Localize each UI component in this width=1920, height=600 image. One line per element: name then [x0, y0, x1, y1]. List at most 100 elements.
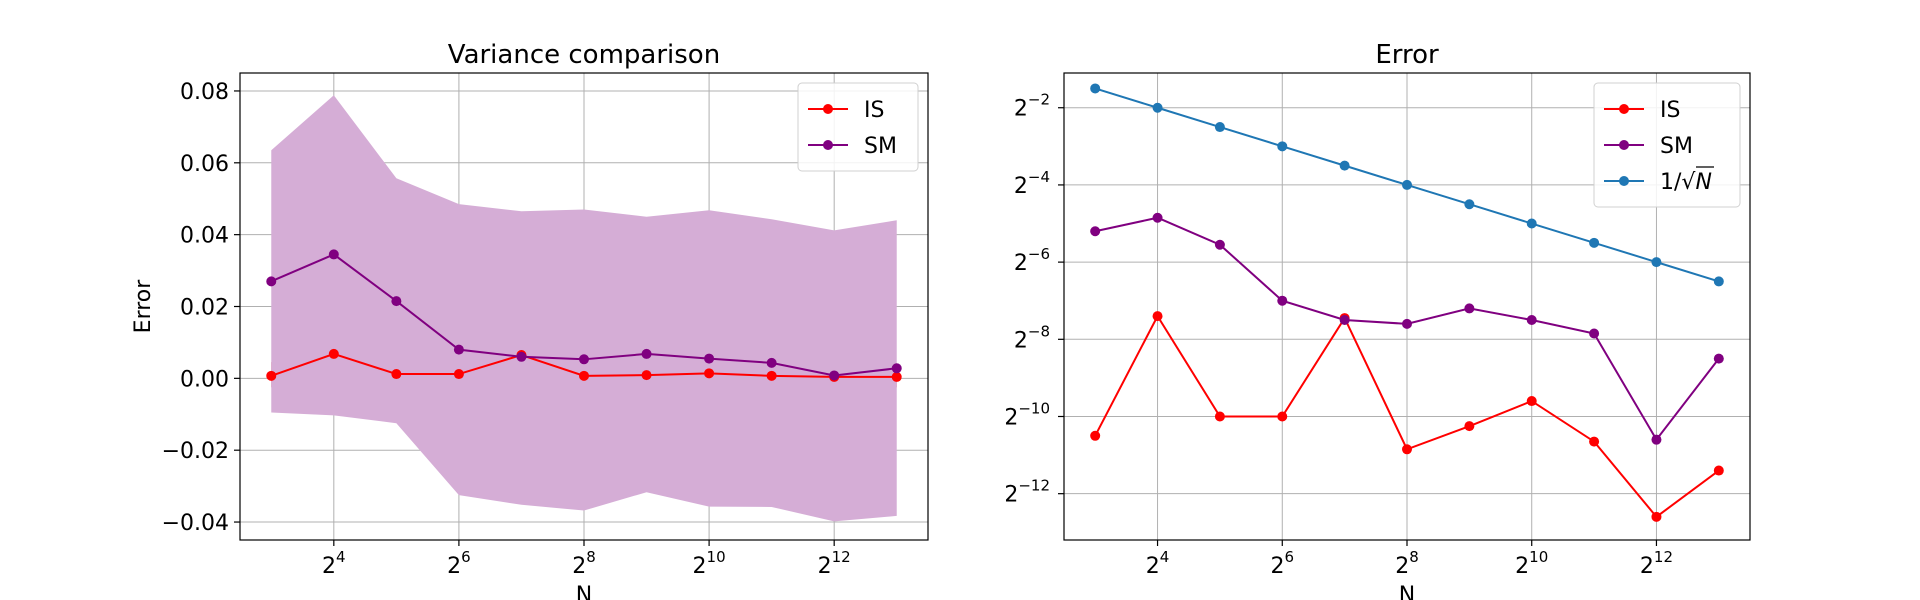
legend-marker	[823, 104, 833, 114]
legend-marker	[1619, 176, 1629, 186]
data-point	[1277, 141, 1288, 152]
legend-marker	[1619, 140, 1629, 150]
x-tick-label: 26	[1270, 548, 1294, 579]
data-point	[1214, 122, 1225, 133]
data-point	[328, 348, 339, 359]
data-point	[1339, 160, 1350, 171]
data-point	[704, 353, 715, 364]
data-point	[579, 354, 589, 365]
x-tick-label: 212	[818, 548, 851, 579]
data-point	[266, 276, 277, 287]
x-tick-label: 210	[693, 548, 726, 579]
data-point	[1526, 315, 1537, 326]
legend-entry: SM	[808, 134, 897, 159]
error-plot: 24 26 28 210 212 2−12 2−10 2−8 2−6 2−4 2−2 Error N IS…	[1004, 40, 1751, 600]
y-tick-label: 2−2	[1014, 91, 1050, 122]
data-point	[1214, 239, 1225, 250]
legend-box	[797, 82, 919, 172]
legend-entry: IS	[808, 98, 884, 123]
data-point	[516, 351, 527, 362]
legend-entry: SM	[1604, 134, 1693, 159]
series-2	[266, 249, 902, 381]
x-tick-label: 24	[322, 548, 346, 579]
legend-box	[1593, 82, 1741, 208]
data-point	[1464, 303, 1475, 314]
y-tick-label: 0.02	[180, 296, 229, 321]
data-point	[391, 369, 402, 380]
data-point	[453, 344, 464, 355]
data-point	[1339, 315, 1350, 326]
legend: IS SM 1/√N	[1593, 82, 1741, 208]
data-point	[328, 249, 339, 260]
legend-label: SM	[864, 134, 897, 159]
legend-label: IS	[1660, 98, 1680, 123]
data-point	[641, 370, 652, 381]
data-point	[579, 370, 589, 381]
data-point	[1589, 436, 1600, 447]
data-point	[829, 370, 840, 381]
data-point	[453, 369, 464, 380]
data-point	[1152, 311, 1163, 322]
data-point	[1651, 511, 1662, 522]
data-point	[704, 368, 715, 379]
y-tick-label: 2−4	[1014, 168, 1050, 199]
data-point	[1402, 444, 1412, 455]
x-tick-label: 210	[1515, 548, 1548, 579]
x-axis-label: N	[1399, 583, 1415, 600]
data-point	[1464, 199, 1475, 210]
y-tick-label: 2−6	[1014, 245, 1050, 276]
data-point	[1090, 226, 1101, 237]
data-point	[1589, 328, 1600, 339]
legend-entry: 1/√N	[1604, 166, 1714, 195]
data-point	[1464, 421, 1475, 432]
variance-comparison-plot: 24 26 28 210 212 −0.04 −0.02 0.00 0.02 0.04 0.06 0.…	[131, 40, 929, 600]
data-point	[1526, 218, 1537, 229]
y-tick-label: 0.06	[180, 152, 229, 177]
series-1	[1090, 311, 1724, 522]
x-tick-label: 28	[572, 548, 596, 579]
series-3	[1090, 83, 1724, 287]
data-point	[1402, 179, 1412, 190]
data-point	[1090, 83, 1101, 94]
y-tick-label: 0.08	[180, 80, 229, 105]
data-point	[391, 296, 402, 307]
data-point	[1589, 237, 1600, 248]
x-axis-label: N	[576, 583, 592, 600]
data-point	[1214, 411, 1225, 422]
data-point	[766, 370, 777, 381]
x-tick-label: 26	[447, 548, 471, 579]
x-tick-label: 28	[1395, 548, 1419, 579]
legend-label: 1/√N	[1660, 170, 1712, 195]
chart-title: Variance comparison	[448, 40, 720, 70]
legend-label: SM	[1660, 134, 1693, 159]
data-point	[1651, 257, 1662, 268]
legend-label: IS	[864, 98, 884, 123]
data-point	[766, 357, 777, 368]
y-tick-label: 2−10	[1004, 399, 1050, 430]
data-point	[1651, 434, 1662, 445]
data-point	[1152, 212, 1163, 223]
data-point	[1402, 318, 1412, 329]
data-point	[1526, 396, 1537, 407]
data-point	[1152, 102, 1163, 113]
data-point	[1713, 276, 1724, 287]
data-point	[1713, 353, 1724, 364]
chart-title: Error	[1375, 40, 1439, 70]
legend-marker	[1619, 104, 1629, 114]
x-tick-label: 212	[1640, 548, 1673, 579]
series-2	[1090, 212, 1724, 445]
legend: IS SM	[797, 82, 919, 172]
data-point	[266, 370, 277, 381]
legend-entry: IS	[1604, 98, 1680, 123]
y-tick-label: 2−8	[1014, 322, 1050, 353]
x-tick-label: 24	[1146, 548, 1170, 579]
data-point	[1277, 411, 1288, 422]
y-tick-label: −0.02	[162, 439, 229, 464]
band-sm	[271, 95, 897, 522]
grid	[1064, 73, 1750, 540]
y-tick-label: −0.04	[162, 511, 229, 536]
legend-marker	[823, 140, 833, 150]
data-point	[641, 348, 652, 359]
y-tick-label: 0.00	[180, 367, 229, 392]
